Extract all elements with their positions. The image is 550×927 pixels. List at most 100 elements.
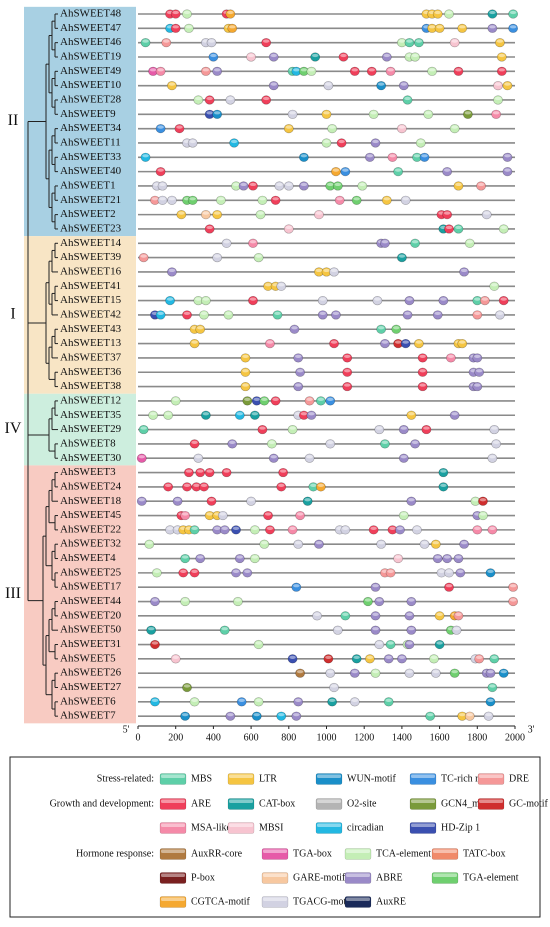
cis-element xyxy=(200,66,211,76)
cis-element-shine xyxy=(183,311,191,316)
cis-element-shine xyxy=(317,483,325,487)
cis-element xyxy=(180,711,191,721)
cis-element-shine xyxy=(394,168,402,172)
legend-swatch-shine xyxy=(161,897,185,901)
cis-element-shine xyxy=(400,455,407,459)
cis-element-shine xyxy=(330,340,338,344)
cis-element xyxy=(265,338,275,349)
cis-element-shine xyxy=(432,670,440,674)
legend-swatch xyxy=(159,822,187,834)
cis-element-shine xyxy=(440,483,447,487)
cis-element-shine xyxy=(227,713,234,717)
cis-element-shine xyxy=(344,369,351,373)
cis-element-shine xyxy=(496,311,504,316)
x-tick-label: 1400 xyxy=(392,732,412,743)
cis-element-shine xyxy=(240,182,247,187)
cis-element-shine xyxy=(223,240,230,244)
cis-element xyxy=(225,9,236,19)
cis-element-shine xyxy=(261,541,268,545)
cis-element-shine xyxy=(311,53,319,58)
gene-label: AhSWEET6 xyxy=(60,695,116,707)
cis-element xyxy=(161,38,172,48)
cis-element xyxy=(240,353,251,363)
cis-element-shine xyxy=(153,569,161,573)
cis-element-shine xyxy=(278,483,285,487)
legend-swatch-shine xyxy=(317,774,341,778)
cis-element xyxy=(472,525,483,535)
cis-element xyxy=(338,52,349,62)
cis-element xyxy=(393,167,404,177)
legend-label: TGA-box xyxy=(293,848,332,859)
cis-element xyxy=(155,310,166,320)
cis-element-shine xyxy=(251,412,259,416)
cis-element-shine xyxy=(492,111,500,115)
cis-element xyxy=(304,453,315,463)
cis-element xyxy=(453,553,464,564)
cis-element xyxy=(167,195,177,205)
cis-element xyxy=(472,310,483,320)
cis-element xyxy=(200,296,211,306)
cis-element-shine xyxy=(217,197,225,201)
cis-element xyxy=(385,66,396,76)
cis-element-shine xyxy=(413,154,421,158)
gene-label: AhSWEET27 xyxy=(60,681,122,693)
legend-swatch xyxy=(409,822,437,834)
cis-element-shine xyxy=(464,111,472,115)
gene-label: AhSWEET11 xyxy=(60,137,121,149)
cis-element-shine xyxy=(400,82,407,86)
cis-element-shine xyxy=(270,82,277,86)
cis-element-shine xyxy=(229,25,236,29)
legend-swatch xyxy=(477,798,505,810)
cis-element-shine xyxy=(249,182,257,187)
cis-element xyxy=(368,525,379,535)
cis-element xyxy=(410,52,420,62)
legend-swatch-shine xyxy=(161,799,185,803)
group-label: I xyxy=(10,306,15,323)
cis-element-shine xyxy=(268,440,276,444)
cis-element-shine xyxy=(191,569,198,573)
cis-element xyxy=(231,568,241,578)
cis-element xyxy=(261,95,272,105)
cis-element-shine xyxy=(366,655,374,659)
cis-element-shine xyxy=(447,354,455,359)
cis-element-shine xyxy=(206,512,213,516)
cis-element-shine xyxy=(474,526,481,530)
group-label: IV xyxy=(5,420,22,437)
legend-category: Stress-related: xyxy=(97,773,154,784)
cis-element-shine xyxy=(238,698,245,702)
cis-element xyxy=(457,23,468,33)
cis-element-shine xyxy=(455,555,462,559)
cis-element xyxy=(385,568,396,578)
cis-element-shine xyxy=(157,168,164,172)
cis-element-shine xyxy=(172,10,179,15)
cis-element xyxy=(315,482,326,492)
cis-element xyxy=(444,582,454,592)
cis-element xyxy=(406,596,417,607)
cis-element xyxy=(391,324,402,334)
cis-element-shine xyxy=(389,154,396,158)
cis-element-shine xyxy=(330,684,338,688)
cis-element-shine xyxy=(213,526,221,530)
cis-element-shine xyxy=(315,268,323,273)
cis-element xyxy=(329,338,339,349)
cis-element-shine xyxy=(264,283,272,287)
legend-label: MBS xyxy=(191,773,212,784)
cis-element-shine xyxy=(159,182,166,187)
cis-element xyxy=(193,95,204,105)
cis-element-shine xyxy=(147,627,155,631)
cis-element xyxy=(183,467,194,478)
cis-element xyxy=(276,482,287,492)
cis-element-shine xyxy=(474,311,481,316)
legend-label: DRE xyxy=(509,773,529,784)
cis-element-shine xyxy=(372,627,379,631)
cis-element-shine xyxy=(181,555,189,559)
cis-element-shine xyxy=(498,68,506,72)
cis-element-shine xyxy=(481,297,489,301)
cis-element-shine xyxy=(504,168,511,172)
cis-element xyxy=(498,224,509,234)
cis-element-shine xyxy=(197,469,204,473)
gene-label: AhSWEET2 xyxy=(60,208,116,220)
cis-element-shine xyxy=(457,569,464,573)
cis-element-shine xyxy=(334,182,342,187)
